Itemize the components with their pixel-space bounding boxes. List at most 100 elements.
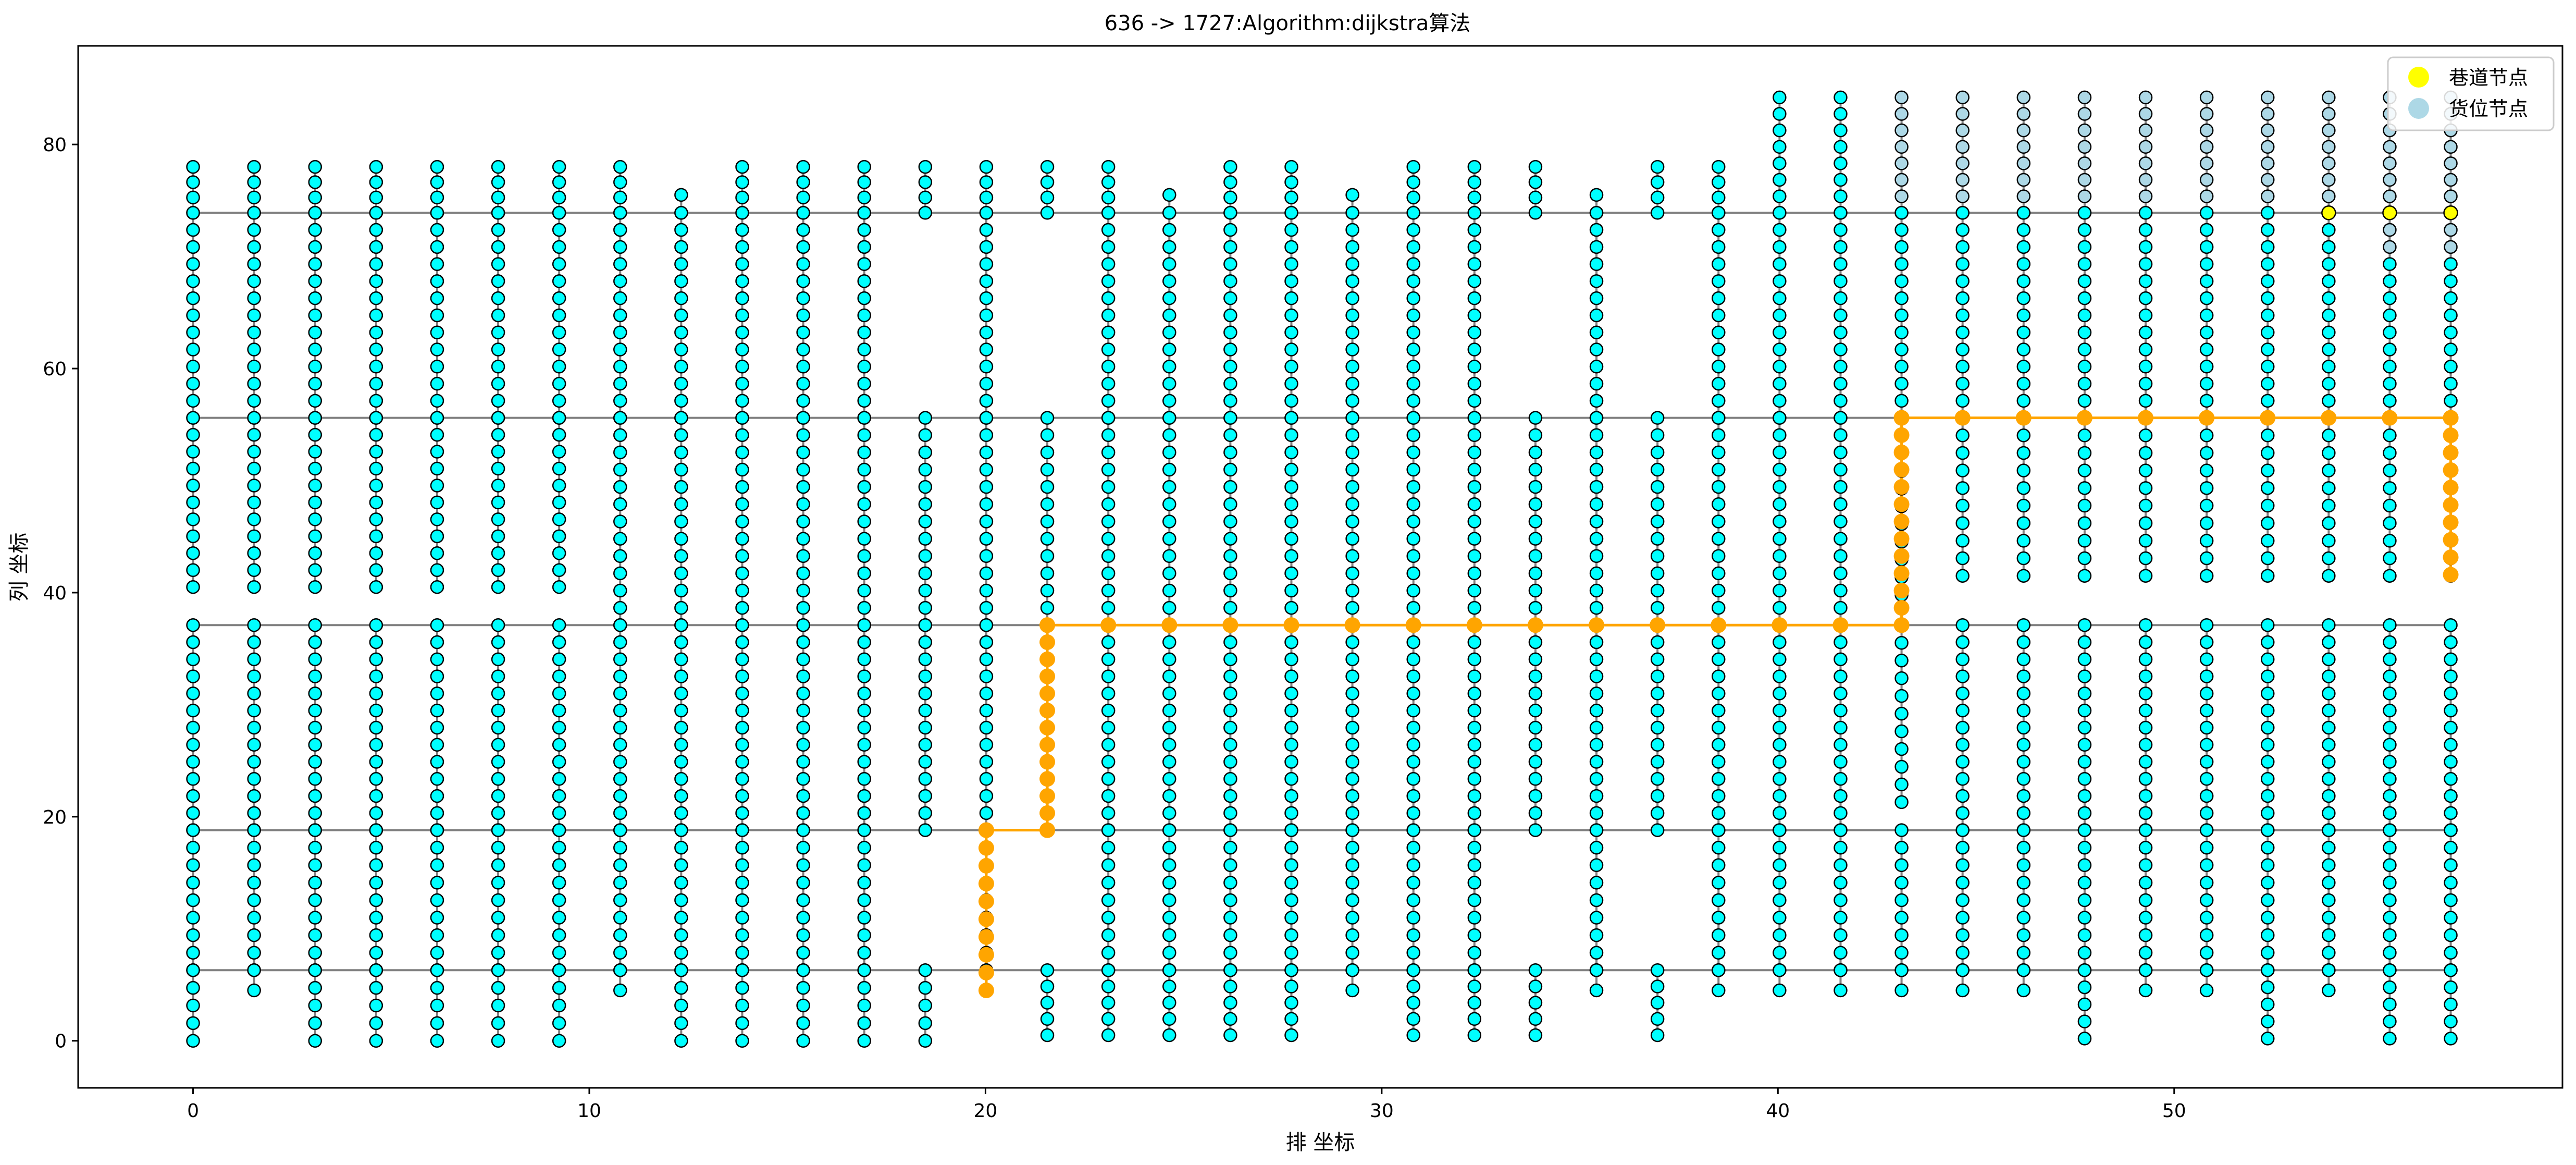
node-marker <box>1284 996 1298 1010</box>
node-marker <box>1101 428 1116 443</box>
node-marker <box>1162 1012 1176 1026</box>
node-marker <box>308 928 322 942</box>
node-marker <box>2016 325 2031 339</box>
node-marker <box>918 566 933 581</box>
node-marker <box>1101 893 1116 908</box>
node-marker <box>1284 893 1298 908</box>
node-marker <box>2138 107 2153 121</box>
node-marker <box>674 720 688 735</box>
node-marker <box>1162 342 1176 357</box>
node-marker <box>857 480 871 494</box>
node-marker <box>1406 583 1420 598</box>
node-marker <box>918 806 933 820</box>
node-marker <box>2322 703 2336 718</box>
node-marker <box>1773 223 1787 237</box>
node-marker <box>2016 946 2031 960</box>
node-marker <box>1650 600 1665 615</box>
node-marker <box>1773 876 1787 890</box>
node-marker <box>552 772 566 786</box>
node-marker <box>369 411 383 425</box>
path-node-marker <box>1039 668 1056 684</box>
node-marker <box>1834 823 1848 837</box>
node-marker <box>1650 806 1665 820</box>
node-marker <box>2444 240 2458 254</box>
node-marker <box>1162 583 1176 598</box>
node-marker <box>2077 240 2092 254</box>
node-marker <box>1223 789 1237 803</box>
node-marker <box>735 840 749 855</box>
node-marker <box>979 652 994 667</box>
node-marker <box>1467 840 1482 855</box>
node-marker <box>2016 876 2031 890</box>
node-marker <box>369 580 383 594</box>
node-marker <box>552 160 566 174</box>
node-marker <box>2260 534 2275 548</box>
node-marker <box>2016 720 2031 735</box>
node-marker <box>918 462 933 477</box>
node-marker <box>308 427 322 442</box>
node-marker <box>1101 394 1116 408</box>
node-marker <box>1284 789 1298 803</box>
node-marker <box>735 789 749 803</box>
node-marker <box>2138 703 2153 718</box>
node-marker <box>1589 928 1604 942</box>
node-marker <box>2199 823 2214 837</box>
node-marker <box>1162 963 1176 977</box>
node-marker <box>552 376 566 391</box>
node-marker <box>735 308 749 323</box>
node-marker <box>2016 703 2031 718</box>
node-marker <box>2077 551 2092 566</box>
path-nodes <box>978 410 2459 998</box>
node-marker <box>2016 206 2031 220</box>
path-node-marker <box>1893 617 1910 633</box>
node-marker <box>1162 652 1176 667</box>
node-marker <box>1955 156 1970 170</box>
node-marker <box>979 274 994 288</box>
node-marker <box>979 532 994 546</box>
node-marker <box>674 669 688 683</box>
node-marker <box>1467 652 1482 667</box>
node-marker <box>1711 703 1726 718</box>
node-marker <box>918 772 933 786</box>
node-marker <box>2199 206 2214 220</box>
node-marker <box>2322 946 2336 960</box>
node-marker <box>247 257 261 271</box>
node-marker <box>308 980 322 995</box>
node-marker <box>186 823 200 837</box>
legend-box <box>2387 56 2555 131</box>
node-marker <box>1101 549 1116 563</box>
node-marker <box>1040 549 1055 563</box>
node-marker <box>1711 240 1726 254</box>
node-marker <box>735 772 749 786</box>
node-marker <box>247 160 261 174</box>
node-marker <box>735 911 749 925</box>
node-marker <box>308 479 322 493</box>
node-marker <box>1162 600 1176 615</box>
node-marker <box>1589 720 1604 735</box>
node-marker <box>2444 1032 2458 1046</box>
node-marker <box>735 618 749 632</box>
node-marker <box>2444 686 2458 701</box>
node-marker <box>2383 156 2397 170</box>
node-marker <box>857 240 871 254</box>
node-marker <box>2199 156 2214 170</box>
path-node-marker <box>978 876 994 892</box>
node-marker <box>1284 911 1298 925</box>
node-marker <box>1467 190 1482 205</box>
node-marker <box>1162 188 1176 202</box>
node-marker <box>613 190 627 205</box>
node-marker <box>247 479 261 493</box>
node-marker <box>1284 240 1298 254</box>
node-marker <box>1223 190 1237 205</box>
node-marker <box>918 160 933 174</box>
node-marker <box>552 580 566 594</box>
node-marker <box>369 1034 383 1048</box>
node-marker <box>369 928 383 942</box>
node-marker <box>1955 428 1970 443</box>
node-marker <box>1345 480 1359 494</box>
node-marker <box>735 652 749 667</box>
node-marker <box>918 789 933 803</box>
path-node-marker <box>978 982 994 998</box>
node-marker <box>186 1016 200 1031</box>
